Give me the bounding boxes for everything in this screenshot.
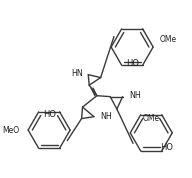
Text: OMe: OMe xyxy=(143,114,160,123)
Text: HO: HO xyxy=(126,59,139,68)
Text: NH: NH xyxy=(129,91,141,100)
Text: HO: HO xyxy=(43,110,56,119)
Text: HN: HN xyxy=(71,69,83,78)
Text: NH: NH xyxy=(101,112,112,121)
Text: MeO: MeO xyxy=(2,125,20,135)
Text: HO: HO xyxy=(160,143,173,152)
Text: OMe: OMe xyxy=(160,35,177,44)
